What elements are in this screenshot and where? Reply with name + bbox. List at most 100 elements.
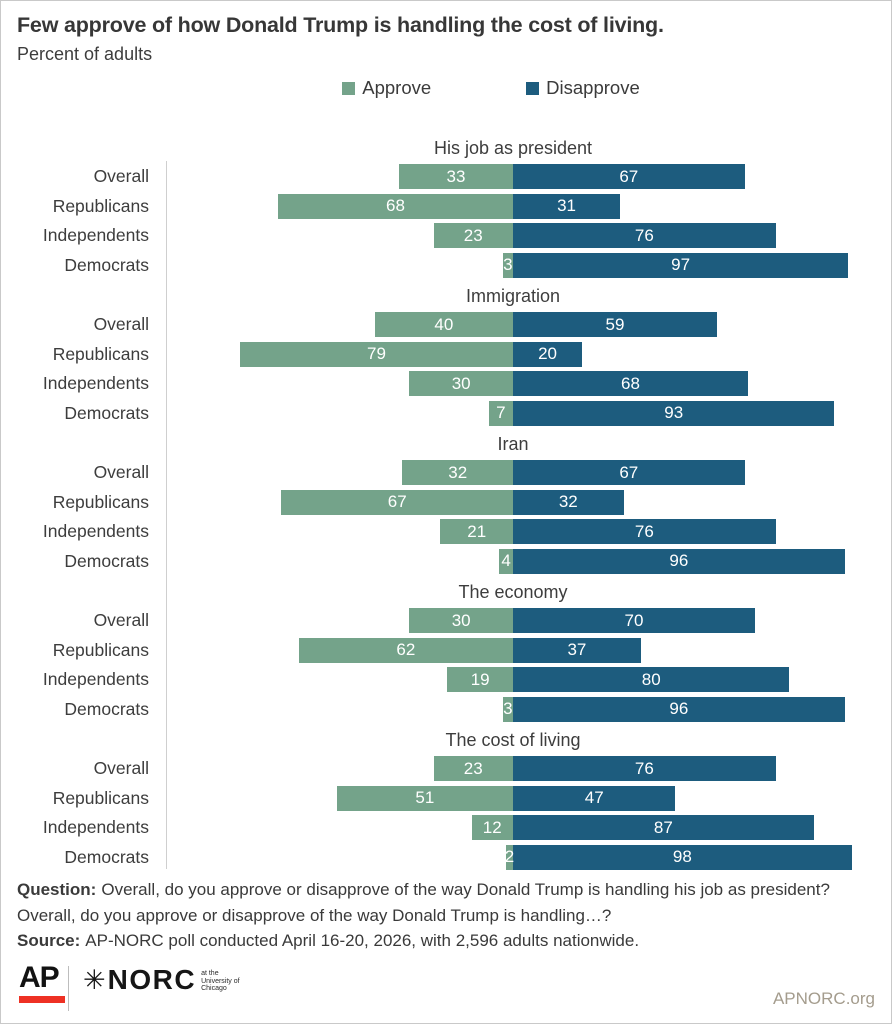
disapprove-value: 68 [621,373,640,393]
disapprove-value: 59 [605,314,625,334]
approve-bar: 30 [409,371,513,396]
question-text: Question: Overall, do you approve or disa… [17,880,830,925]
disapprove-bar: 68 [513,371,748,396]
legend-label-disapprove: Disapprove [546,77,640,98]
disapprove-value: 37 [567,640,587,659]
row-label: Independents [42,225,149,245]
approve-bar: 19 [447,667,513,692]
ap-logo: AP [19,961,65,1003]
approve-value: 33 [446,166,466,186]
norc-logo: ✳ NORC at the University of Chicago [83,965,240,995]
approve-bar: 67 [281,489,513,515]
norc-star-icon: ✳ [83,965,106,995]
logo-divider [68,966,69,1011]
approve-value: 4 [501,551,511,570]
row-label: Overall [93,758,149,778]
disapprove-value: 67 [619,166,639,186]
disapprove-bar: 67 [513,164,745,189]
disapprove-value: 96 [669,551,689,570]
row-label: Republicans [52,639,149,660]
approve-bar: 2 [505,844,514,870]
disapprove-value: 93 [664,403,684,422]
approve-bar: 23 [433,223,513,248]
row-label: Overall [93,610,149,630]
footer: Question: Overall, do you approve or disa… [17,877,875,954]
approve-value: 3 [503,255,513,274]
row-label: Overall [93,314,149,334]
disapprove-bar: 96 [513,696,845,722]
approve-value: 23 [463,225,483,245]
disapprove-value: 76 [634,225,654,245]
row-label: Independents [42,817,149,837]
disapprove-value: 32 [558,492,578,511]
disapprove-bar: 76 [513,519,776,544]
row-label: Republicans [52,195,149,216]
approve-value: 40 [434,314,454,334]
disapprove-bar: 93 [513,400,835,426]
approve-bar: 3 [502,252,513,278]
approve-value: 7 [496,403,506,422]
disapprove-bar: 20 [513,341,583,367]
row-label: Democrats [64,402,149,423]
approve-value: 30 [451,373,471,393]
disapprove-value: 98 [672,847,692,866]
disapprove-value: 76 [634,758,654,778]
approve-value: 30 [451,610,471,630]
approve-value: 62 [396,640,416,659]
ap-logo-red-bar [19,996,65,1003]
disapprove-bar: 98 [513,844,852,870]
disapprove-bar: 67 [513,460,745,485]
source-text: Source: AP-NORC poll conducted April 16-2… [17,931,640,950]
approve-bar: 79 [239,341,513,367]
row-label: Democrats [64,846,149,867]
approve-bar: 21 [440,519,513,544]
approve-value: 23 [463,758,483,778]
norc-tagline-line: Chicago [201,985,227,992]
approve-value: 68 [386,196,405,215]
group-title: His job as president [433,138,593,158]
approve-bar: 40 [374,312,513,337]
chart-subtitle: Percent of adults [17,44,153,64]
disapprove-value: 87 [653,817,673,837]
legend-item-disapprove: Disapprove [526,77,640,99]
approve-value: 21 [467,521,487,541]
disapprove-value: 76 [634,521,654,541]
disapprove-value: 96 [669,699,689,718]
approve-bar: 33 [398,164,513,189]
row-label: Independents [42,373,149,393]
row-label: Republicans [52,787,149,808]
disapprove-bar: 96 [513,548,845,574]
row-label: Democrats [64,698,149,719]
approve-value: 67 [387,492,407,511]
disapprove-value: 47 [584,788,604,807]
norc-tagline-line: University of [201,977,240,985]
group-title: The economy [458,582,568,602]
disapprove-bar: 80 [513,667,790,692]
approve-bar: 4 [499,548,513,574]
approve-swatch [342,81,356,95]
group-title: Iran [497,434,529,454]
disapprove-bar: 97 [513,252,849,278]
legend-item-approve: Approve [342,77,431,99]
row-label: Independents [42,669,149,689]
legend-label-approve: Approve [362,77,432,98]
group-title: Immigration [465,286,561,306]
disapprove-bar: 70 [513,608,755,633]
approve-bar: 3 [502,696,513,722]
approve-value: 79 [367,344,386,363]
disapprove-bar: 32 [513,489,624,515]
norc-tagline-line: at the [201,970,219,977]
chart: His job as president Overall 33 67 Republica… [1,137,891,877]
disapprove-value: 80 [641,669,661,689]
disapprove-value: 97 [671,255,691,274]
ap-logo-text: AP [19,961,60,994]
disapprove-value: 70 [624,610,644,630]
approve-value: 19 [470,669,490,689]
approve-bar: 7 [488,400,513,426]
approve-bar: 51 [336,785,513,811]
apnorc-site-link: APNORC.org [772,989,875,1008]
approve-bar: 62 [298,637,513,663]
disapprove-value: 31 [557,196,577,215]
approve-bar: 12 [471,815,513,840]
